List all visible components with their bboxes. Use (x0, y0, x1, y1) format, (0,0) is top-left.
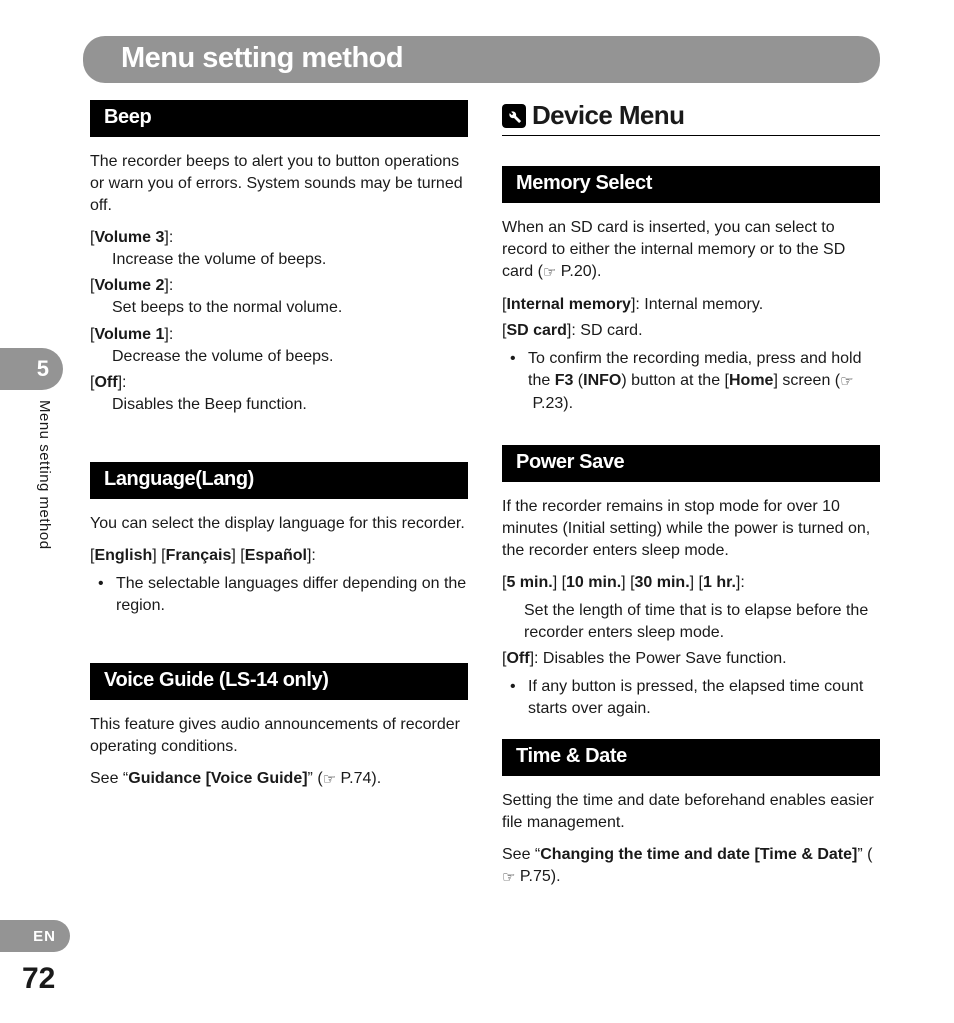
left-column: Beep The recorder beeps to alert you to … (90, 100, 468, 898)
mem-b-e: ) button at the [ (621, 372, 729, 389)
time-see: See “Changing the time and date [Time & … (502, 844, 880, 889)
language-bullets: The selectable languages differ dependin… (90, 573, 468, 617)
section-memory-header: Memory Select (502, 166, 880, 203)
mem-b-d: INFO (583, 372, 621, 389)
memory-opt2: [SD card]: SD card. (502, 320, 880, 342)
pointer-icon: ☞ (323, 770, 336, 791)
pointer-icon: ☞ (543, 263, 556, 284)
beep-opt1-label: Volume 2 (94, 277, 164, 294)
page-number: 72 (22, 962, 55, 996)
section-language-header: Language(Lang) (90, 462, 468, 499)
pw-off-desc: : Disables the Power Save function. (534, 650, 787, 667)
beep-option-0: [Volume 3]: Increase the volume of beeps… (90, 227, 468, 271)
beep-intro: The recorder beeps to alert you to butto… (90, 151, 468, 217)
right-column: Device Menu Memory Select When an SD car… (502, 100, 880, 898)
pw-a: 5 min. (506, 574, 552, 591)
mem-b-b: F3 (555, 372, 574, 389)
time-see-prefix: See “ (502, 846, 540, 863)
mem-b-g: ] screen ( (773, 372, 840, 389)
memory-opt1: [Internal memory]: Internal memory. (502, 294, 880, 316)
time-see-page: P.75). (515, 868, 560, 885)
lang-opt-a: English (94, 547, 152, 564)
section-beep-header: Beep (90, 100, 468, 137)
voice-see-page: P.74). (336, 770, 381, 787)
beep-opt3-label: Off (94, 374, 117, 391)
pointer-icon: ☞ (502, 868, 515, 889)
power-opts-line: [5 min.] [10 min.] [30 min.] [1 hr.]: (502, 572, 880, 594)
section-voice-header: Voice Guide (LS-14 only) (90, 663, 468, 700)
beep-opt3-desc: Disables the Beep function. (112, 394, 468, 416)
lang-opt-b: Français (166, 547, 232, 564)
lang-opt-c: Español (245, 547, 307, 564)
beep-opt0-label: Volume 3 (94, 229, 164, 246)
voice-see-bold: Guidance [Voice Guide] (128, 770, 307, 787)
device-menu-title: Device Menu (532, 100, 684, 131)
power-off-line: [Off]: Disables the Power Save function. (502, 648, 880, 670)
memory-intro-page: P.20). (556, 263, 601, 280)
beep-option-3: [Off]: Disables the Beep function. (90, 372, 468, 416)
power-opts-desc: Set the length of time that is to elapse… (524, 600, 880, 644)
page-title: Menu setting method (83, 36, 880, 83)
time-intro: Setting the time and date beforehand ena… (502, 790, 880, 834)
memory-bullet-0: To confirm the recording media, press an… (502, 348, 880, 415)
pw-d: 1 hr. (703, 574, 736, 591)
voice-see-prefix: See “ (90, 770, 128, 787)
section-power-header: Power Save (502, 445, 880, 482)
mem-b-f: Home (729, 372, 773, 389)
language-intro: You can select the display language for … (90, 513, 468, 535)
beep-opt2-desc: Decrease the volume of beeps. (112, 346, 468, 368)
pw-off-label: Off (506, 650, 529, 667)
section-time-header: Time & Date (502, 739, 880, 776)
language-options: [English] [Français] [Español]: (90, 545, 468, 567)
wrench-icon (502, 104, 526, 128)
mem-b-page: P.23). (528, 395, 573, 412)
beep-option-2: [Volume 1]: Decrease the volume of beeps… (90, 324, 468, 368)
memory-opt1-desc: : Internal memory. (635, 296, 763, 313)
voice-see-suffix: ” ( (308, 770, 323, 787)
beep-opt0-desc: Increase the volume of beeps. (112, 249, 468, 271)
memory-intro: When an SD card is inserted, you can sel… (502, 217, 880, 284)
pw-c: 30 min. (635, 574, 690, 591)
content-columns: Beep The recorder beeps to alert you to … (90, 100, 880, 898)
voice-see: See “Guidance [Voice Guide]” (☞ P.74). (90, 768, 468, 791)
memory-opt1-label: Internal memory (506, 296, 630, 313)
voice-intro: This feature gives audio announcements o… (90, 714, 468, 758)
time-see-bold: Changing the time and date [Time & Date] (540, 846, 857, 863)
language-tab: EN (0, 920, 70, 952)
pw-b: 10 min. (566, 574, 621, 591)
chapter-label: Menu setting method (36, 400, 53, 550)
device-menu-heading: Device Menu (502, 100, 880, 136)
language-bullet-0: The selectable languages differ dependin… (90, 573, 468, 617)
power-bullets: If any button is pressed, the elapsed ti… (502, 676, 880, 720)
pointer-icon: ☞ (840, 372, 853, 393)
memory-opt2-desc: : SD card. (571, 322, 642, 339)
time-see-suffix: ” ( (857, 846, 872, 863)
memory-bullets: To confirm the recording media, press an… (502, 348, 880, 415)
chapter-tab: 5 (0, 348, 63, 390)
beep-opt2-label: Volume 1 (94, 326, 164, 343)
beep-option-1: [Volume 2]: Set beeps to the normal volu… (90, 275, 468, 319)
mem-b-c: ( (573, 372, 583, 389)
power-intro: If the recorder remains in stop mode for… (502, 496, 880, 562)
beep-opt1-desc: Set beeps to the normal volume. (112, 297, 468, 319)
power-bullet-0: If any button is pressed, the elapsed ti… (502, 676, 880, 720)
memory-opt2-label: SD card (506, 322, 566, 339)
